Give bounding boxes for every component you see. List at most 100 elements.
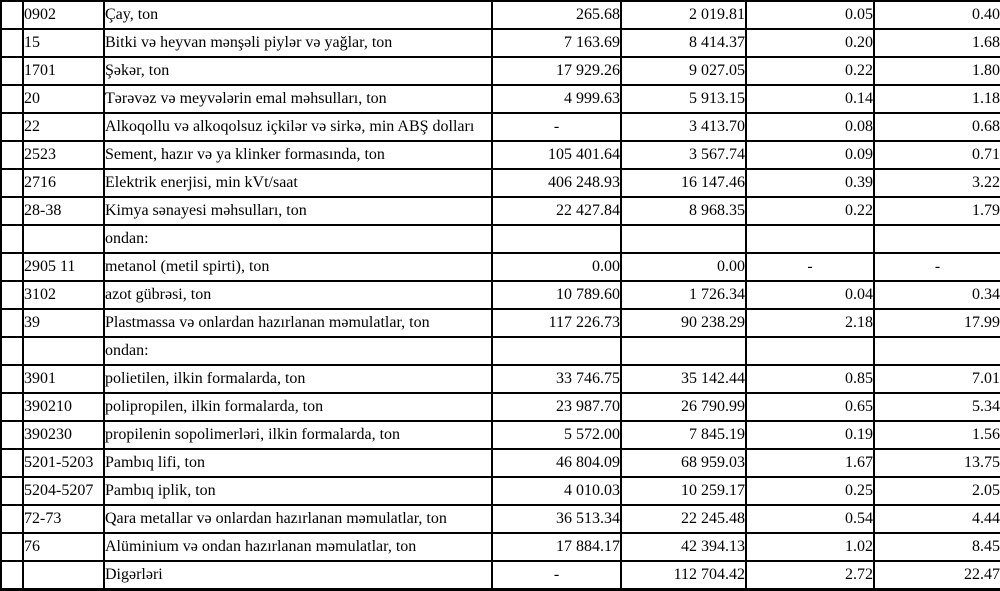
value-cell: 8.45 <box>873 532 1000 562</box>
table-row: 1701 Şəkər, ton 17 929.26 9 027.05 0.22 1.80 <box>0 56 1000 86</box>
value-cell: 0.40 <box>873 0 1000 30</box>
description-cell: Şəkər, ton <box>103 56 493 86</box>
spacer-cell <box>0 252 24 282</box>
code-cell: 2523 <box>22 140 105 170</box>
spacer-cell <box>0 420 24 450</box>
description-cell: Bitki və heyvan mənşəli piylər və yağlar… <box>103 28 493 58</box>
spacer-cell <box>0 476 24 506</box>
spacer-cell <box>0 84 24 114</box>
description-cell: propilenin sopolimerləri, ilkin formalar… <box>103 420 493 450</box>
value-cell: - <box>491 112 622 142</box>
value-cell: 5 572.00 <box>491 420 622 450</box>
value-cell: 2.72 <box>745 560 875 591</box>
value-cell: 1.56 <box>873 420 1000 450</box>
value-cell: 0.34 <box>873 280 1000 310</box>
value-cell: 3.22 <box>873 168 1000 198</box>
value-cell: 0.22 <box>745 56 875 86</box>
value-cell: 4.44 <box>873 504 1000 534</box>
value-cell: 8 414.37 <box>620 28 747 58</box>
description-cell: polietilen, ilkin formalarda, ton <box>103 364 493 394</box>
value-cell: 9 027.05 <box>620 56 747 86</box>
spacer-cell <box>0 392 24 422</box>
code-cell: 2716 <box>22 168 105 198</box>
table-row: 2716 Elektrik enerjisi, min kVt/saat 406 2… <box>0 168 1000 198</box>
value-cell <box>873 224 1000 254</box>
description-cell: Digərləri <box>103 560 493 591</box>
value-cell: 23 987.70 <box>491 392 622 422</box>
code-cell: 3102 <box>22 280 105 310</box>
spacer-cell <box>0 308 24 338</box>
value-cell: 0.08 <box>745 112 875 142</box>
value-cell: 1.80 <box>873 56 1000 86</box>
value-cell: 33 746.75 <box>491 364 622 394</box>
value-cell: 10 259.17 <box>620 476 747 506</box>
description-cell: ondan: <box>103 224 493 254</box>
code-cell: 5204-5207 <box>22 476 105 506</box>
value-cell: 36 513.34 <box>491 504 622 534</box>
value-cell <box>745 224 875 254</box>
value-cell: 13.75 <box>873 448 1000 478</box>
value-cell: 1.68 <box>873 28 1000 58</box>
value-cell: 0.22 <box>745 196 875 226</box>
code-cell <box>22 336 105 366</box>
code-cell: 28-38 <box>22 196 105 226</box>
value-cell: 0.25 <box>745 476 875 506</box>
spacer-cell <box>0 336 24 366</box>
table-row: 5204-5207 Pambıq iplik, ton 4 010.03 10 259… <box>0 476 1000 506</box>
value-cell: - <box>745 252 875 282</box>
value-cell: 0.05 <box>745 0 875 30</box>
table-row: Digərləri -112 704.42 2.72 22.47 <box>0 560 1000 591</box>
description-cell: ondan: <box>103 336 493 366</box>
value-cell <box>491 336 622 366</box>
code-cell: 390210 <box>22 392 105 422</box>
description-cell: Alkoqollu və alkoqolsuz içkilər və sirkə… <box>103 112 493 142</box>
value-cell: 112 704.42 <box>620 560 747 591</box>
value-cell: 3 413.70 <box>620 112 747 142</box>
spacer-cell <box>0 140 24 170</box>
spacer-cell <box>0 504 24 534</box>
spacer-cell <box>0 560 24 591</box>
value-cell: 68 959.03 <box>620 448 747 478</box>
spacer-cell <box>0 224 24 254</box>
value-cell: 46 804.09 <box>491 448 622 478</box>
value-cell: 4 010.03 <box>491 476 622 506</box>
spacer-cell <box>0 448 24 478</box>
value-cell: 7 845.19 <box>620 420 747 450</box>
code-cell: 39 <box>22 308 105 338</box>
spacer-cell <box>0 112 24 142</box>
code-cell: 2905 11 <box>22 252 105 282</box>
value-cell: 1.02 <box>745 532 875 562</box>
table-row: 0902 Çay, ton 265.68 2 019.81 0.05 0.40 <box>0 0 1000 30</box>
value-cell: 105 401.64 <box>491 140 622 170</box>
value-cell: - <box>873 252 1000 282</box>
spacer-cell <box>0 364 24 394</box>
table-row: 76 Alüminium və ondan hazırlanan məmulatl… <box>0 532 1000 562</box>
spacer-cell <box>0 56 24 86</box>
value-cell: - <box>491 560 622 591</box>
value-cell: 0.39 <box>745 168 875 198</box>
value-cell: 0.19 <box>745 420 875 450</box>
value-cell: 7.01 <box>873 364 1000 394</box>
description-cell: polipropilen, ilkin formalarda, ton <box>103 392 493 422</box>
table-row: 3102 azot gübrəsi, ton 10 789.60 1 726.34 0.… <box>0 280 1000 310</box>
value-cell: 10 789.60 <box>491 280 622 310</box>
code-cell: 390230 <box>22 420 105 450</box>
value-cell: 4 999.63 <box>491 84 622 114</box>
value-cell: 0.09 <box>745 140 875 170</box>
spacer-cell <box>0 168 24 198</box>
spacer-cell <box>0 532 24 562</box>
value-cell: 35 142.44 <box>620 364 747 394</box>
table-row: ondan: <box>0 224 1000 254</box>
table-row: 390230 propilenin sopolimerləri, ilkin fo… <box>0 420 1000 450</box>
description-cell: Kimya sənayesi məhsulları, ton <box>103 196 493 226</box>
value-cell: 3 567.74 <box>620 140 747 170</box>
value-cell: 2.18 <box>745 308 875 338</box>
code-cell: 72-73 <box>22 504 105 534</box>
spacer-cell <box>0 280 24 310</box>
description-cell: Çay, ton <box>103 0 493 30</box>
code-cell: 22 <box>22 112 105 142</box>
value-cell: 5 913.15 <box>620 84 747 114</box>
value-cell: 17.99 <box>873 308 1000 338</box>
value-cell <box>873 336 1000 366</box>
